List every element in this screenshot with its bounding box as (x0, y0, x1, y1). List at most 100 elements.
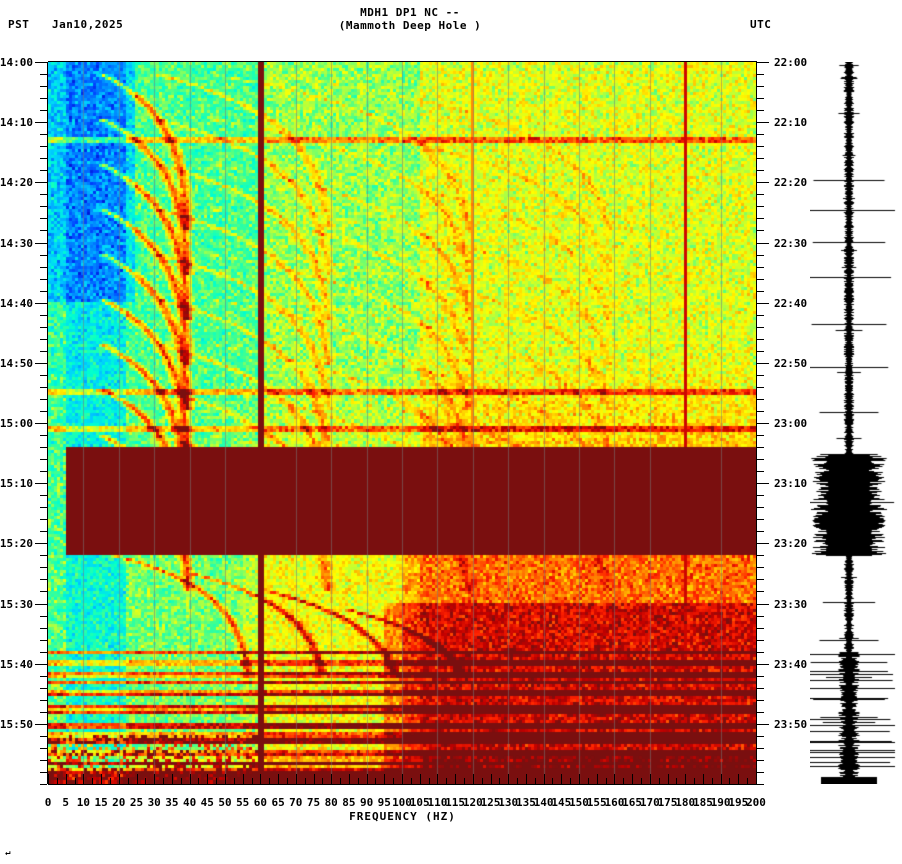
y-tick-minor (40, 495, 47, 497)
y-tick-major (757, 603, 769, 605)
x-tick-minor (163, 778, 165, 784)
x-tick-minor (534, 778, 536, 784)
y-tick-minor (757, 711, 764, 713)
y-tick-minor (40, 410, 47, 412)
x-tick-major (207, 774, 209, 784)
x-tick-minor (357, 778, 359, 784)
y-tick-minor (40, 194, 47, 196)
y-tick-minor (757, 350, 764, 352)
x-label: 0 (44, 796, 52, 809)
y-tick-minor (757, 747, 764, 749)
x-tick-major (65, 774, 67, 784)
y-tick-minor (40, 591, 47, 593)
x-label: 120 (462, 796, 483, 809)
x-tick-major (348, 774, 350, 784)
x-tick-minor (676, 778, 678, 784)
x-tick-major (508, 774, 510, 784)
x-label: 160 (604, 796, 625, 809)
x-tick-minor (340, 778, 342, 784)
x-label: 85 (342, 796, 356, 809)
y-tick-minor (757, 507, 764, 509)
y-tick-major (35, 242, 47, 244)
y-label-pst: 14:30 (0, 236, 33, 250)
x-tick-major (101, 774, 103, 784)
y-tick-minor (40, 784, 47, 785)
y-tick-major (757, 723, 769, 725)
x-tick-major (455, 774, 457, 784)
x-label: 15 (94, 796, 108, 809)
y-tick-major (35, 663, 47, 665)
x-tick-minor (623, 778, 625, 784)
y-tick-minor (40, 218, 47, 220)
y-tick-minor (757, 158, 764, 160)
seismogram-trace[interactable] (810, 62, 898, 784)
y-tick-minor (757, 254, 764, 256)
y-tick-minor (757, 170, 764, 172)
y-tick-major (757, 182, 769, 184)
y-tick-minor (757, 86, 764, 88)
y-tick-minor (757, 110, 764, 112)
station-subtitle: (Mammoth Deep Hole ) (338, 19, 482, 32)
x-label: 195 (728, 796, 749, 809)
y-label-pst: 15:50 (0, 717, 33, 731)
y-label-pst: 15:30 (0, 597, 33, 611)
y-label-utc: 23:20 (774, 537, 808, 551)
y-tick-minor (757, 98, 764, 100)
x-label: 115 (445, 796, 466, 809)
x-label: 130 (498, 796, 519, 809)
y-tick-minor (40, 627, 47, 629)
left-timezone-label: PST (8, 18, 30, 31)
x-tick-minor (304, 778, 306, 784)
y-tick-minor (40, 314, 47, 316)
x-label: 70 (289, 796, 303, 809)
y-tick-minor (757, 194, 764, 196)
spectrogram-plot[interactable] (48, 62, 756, 784)
y-tick-minor (757, 398, 764, 400)
y-label-utc: 22:00 (774, 56, 808, 69)
x-axis: 0 5 10 15 20 25 30 35 40 45 50 55 60 65 70 75 80 85 90 95 10… (45, 774, 766, 809)
y-tick-minor (40, 326, 47, 328)
y-label-utc: 23:40 (774, 657, 808, 671)
y-tick-minor (757, 784, 764, 785)
y-tick-minor (757, 639, 764, 641)
x-label: 175 (657, 796, 678, 809)
y-tick-minor (40, 338, 47, 340)
x-tick-major (561, 774, 563, 784)
x-tick-major (154, 774, 156, 784)
plot-right-border (756, 62, 757, 784)
x-label: 135 (515, 796, 536, 809)
y-tick-minor (757, 699, 764, 701)
y-label-pst: 14:00 (0, 56, 33, 69)
y-label-utc: 22:40 (774, 296, 808, 310)
x-tick-minor (640, 778, 642, 784)
x-tick-minor (552, 778, 554, 784)
y-tick-minor (40, 230, 47, 232)
x-tick-minor (428, 778, 430, 784)
y-tick-minor (757, 531, 764, 533)
y-label-pst: 14:40 (0, 296, 33, 310)
y-tick-minor (40, 447, 47, 449)
x-tick-major (596, 774, 598, 784)
x-tick-minor (74, 778, 76, 784)
x-tick-minor (216, 778, 218, 784)
y-tick-minor (40, 254, 47, 256)
x-label: 165 (622, 796, 643, 809)
y-tick-minor (757, 459, 764, 461)
x-tick-minor (747, 778, 749, 784)
y-tick-minor (40, 290, 47, 292)
x-tick-minor (694, 778, 696, 784)
y-tick-major (35, 62, 47, 63)
y-tick-minor (40, 158, 47, 160)
x-axis-title: FREQUENCY (HZ) (349, 810, 456, 823)
x-tick-minor (109, 778, 111, 784)
y-tick-minor (40, 699, 47, 701)
y-axis-right: 22:00 22:10 22:20 22:30 22:40 22:50 23:00 23:10… (756, 56, 807, 785)
x-tick-minor (180, 778, 182, 784)
x-label: 40 (182, 796, 197, 809)
x-tick-major (384, 774, 386, 784)
x-label: 170 (639, 796, 660, 809)
y-tick-minor (40, 374, 47, 376)
x-tick-major (242, 774, 244, 784)
corner-mark: ↵ (5, 848, 11, 858)
x-label: 55 (236, 796, 250, 809)
